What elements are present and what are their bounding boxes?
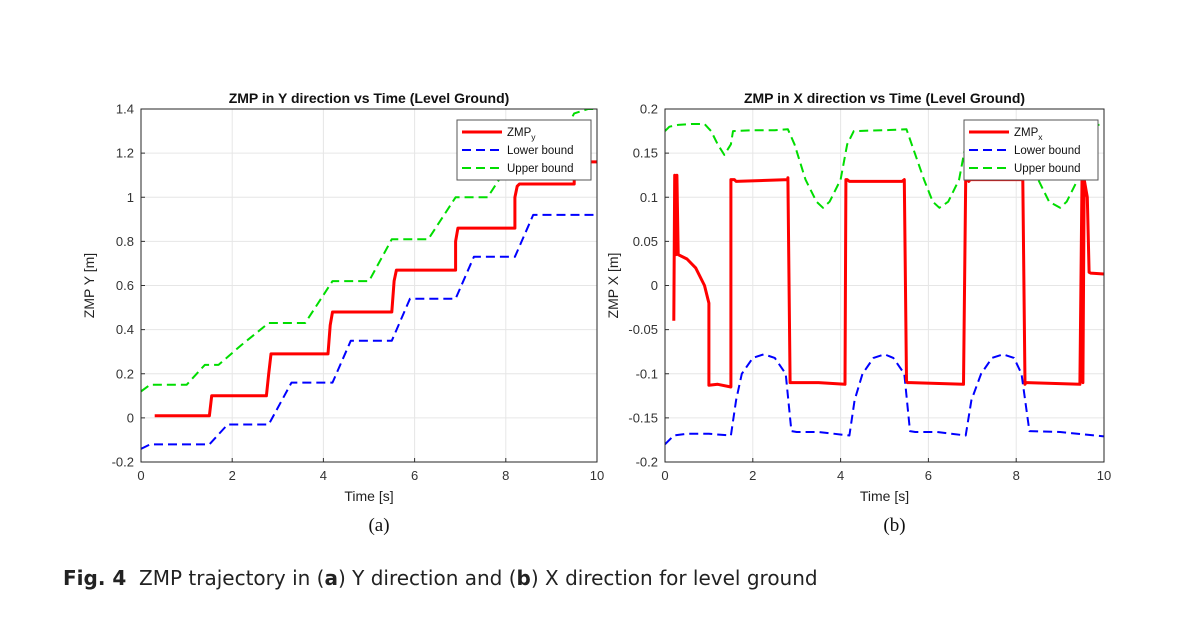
legend-label: ZMPx (1014, 127, 1043, 142)
y-tick-label: 0 (651, 278, 658, 293)
y-tick-label: 0.1 (640, 190, 658, 205)
series-line-lower-bound (141, 213, 597, 450)
caption-panel-b: b (516, 566, 531, 590)
y-axis-label: ZMP Y [m] (81, 253, 97, 318)
x-tick-label: 8 (502, 468, 509, 483)
y-tick-label: -0.2 (112, 455, 134, 470)
caption-prefix: Fig. 4 (63, 566, 127, 590)
y-tick-label: 0.2 (640, 102, 658, 117)
y-tick-label: 0.05 (633, 234, 658, 249)
x-axis-label: Time [s] (344, 488, 393, 504)
x-tick-label: 2 (749, 468, 756, 483)
legend-label: Lower bound (507, 145, 574, 157)
panel-label: (a) (368, 515, 389, 536)
chart-title: ZMP in Y direction vs Time (Level Ground… (229, 90, 510, 106)
y-tick-label: 0.2 (116, 366, 134, 381)
y-tick-label: -0.2 (636, 455, 658, 470)
y-tick-label: -0.1 (636, 366, 658, 381)
y-tick-label: -0.15 (628, 410, 658, 425)
x-tick-label: 2 (229, 468, 236, 483)
series-line-lower-bound (665, 353, 1104, 446)
y-tick-label: 0 (127, 410, 134, 425)
caption-panel-a: a (324, 566, 338, 590)
figure-caption: Fig. 4 ZMP trajectory in (a) Y direction… (63, 566, 818, 590)
caption-text-3: ) X direction for level ground (530, 566, 818, 590)
legend: ZMPy Lower bound Upper bound (456, 119, 592, 181)
y-tick-label: -0.05 (628, 322, 658, 337)
caption-text-2: ) Y direction and ( (337, 566, 517, 590)
legend-label: Upper bound (1014, 163, 1081, 175)
panel-label: (b) (883, 515, 905, 536)
y-tick-label: 0.8 (116, 234, 134, 249)
x-tick-label: 4 (837, 468, 844, 483)
legend-label: Upper bound (507, 163, 574, 175)
series-line-zmp-y (154, 160, 597, 418)
legend: ZMPx Lower bound Upper bound (963, 119, 1099, 181)
x-tick-label: 8 (1013, 468, 1020, 483)
y-tick-label: 1.2 (116, 146, 134, 161)
legend-label-sub: x (1038, 132, 1043, 142)
y-tick-label: 0.15 (633, 146, 658, 161)
x-tick-label: 10 (1097, 468, 1111, 483)
legend-label-sub: y (531, 132, 536, 142)
axes-box (664, 108, 1105, 463)
series-line-zmp-x (672, 173, 1104, 389)
legend-label: Lower bound (1014, 145, 1081, 157)
y-tick-label: 1 (127, 190, 134, 205)
y-axis-label: ZMP X [m] (605, 253, 621, 319)
legend-label-main: ZMP (1014, 127, 1039, 139)
legend-label-main: ZMP (507, 127, 532, 139)
y-tick-label: 0.6 (116, 278, 134, 293)
x-tick-label: 6 (411, 468, 418, 483)
x-tick-label: 4 (320, 468, 327, 483)
y-tick-label: 1.4 (116, 102, 134, 117)
x-tick-label: 6 (925, 468, 932, 483)
x-tick-label: 0 (661, 468, 668, 483)
chart-title: ZMP in X direction vs Time (Level Ground… (744, 90, 1025, 106)
legend-label: ZMPy (507, 127, 536, 142)
x-tick-label: 10 (590, 468, 604, 483)
y-tick-label: 0.4 (116, 322, 134, 337)
x-tick-label: 0 (137, 468, 144, 483)
series-group (665, 123, 1104, 446)
series-line-upper-bound (665, 123, 1104, 209)
chart-b: 0 2 4 6 8 10 -0.2 -0.15 -0.1 -0.05 0 0.05 0.1 0.15 0.2… (605, 90, 1111, 536)
caption-text-1: ZMP trajectory in ( (139, 566, 325, 590)
x-axis-label: Time [s] (860, 488, 909, 504)
axes-box (140, 108, 598, 463)
